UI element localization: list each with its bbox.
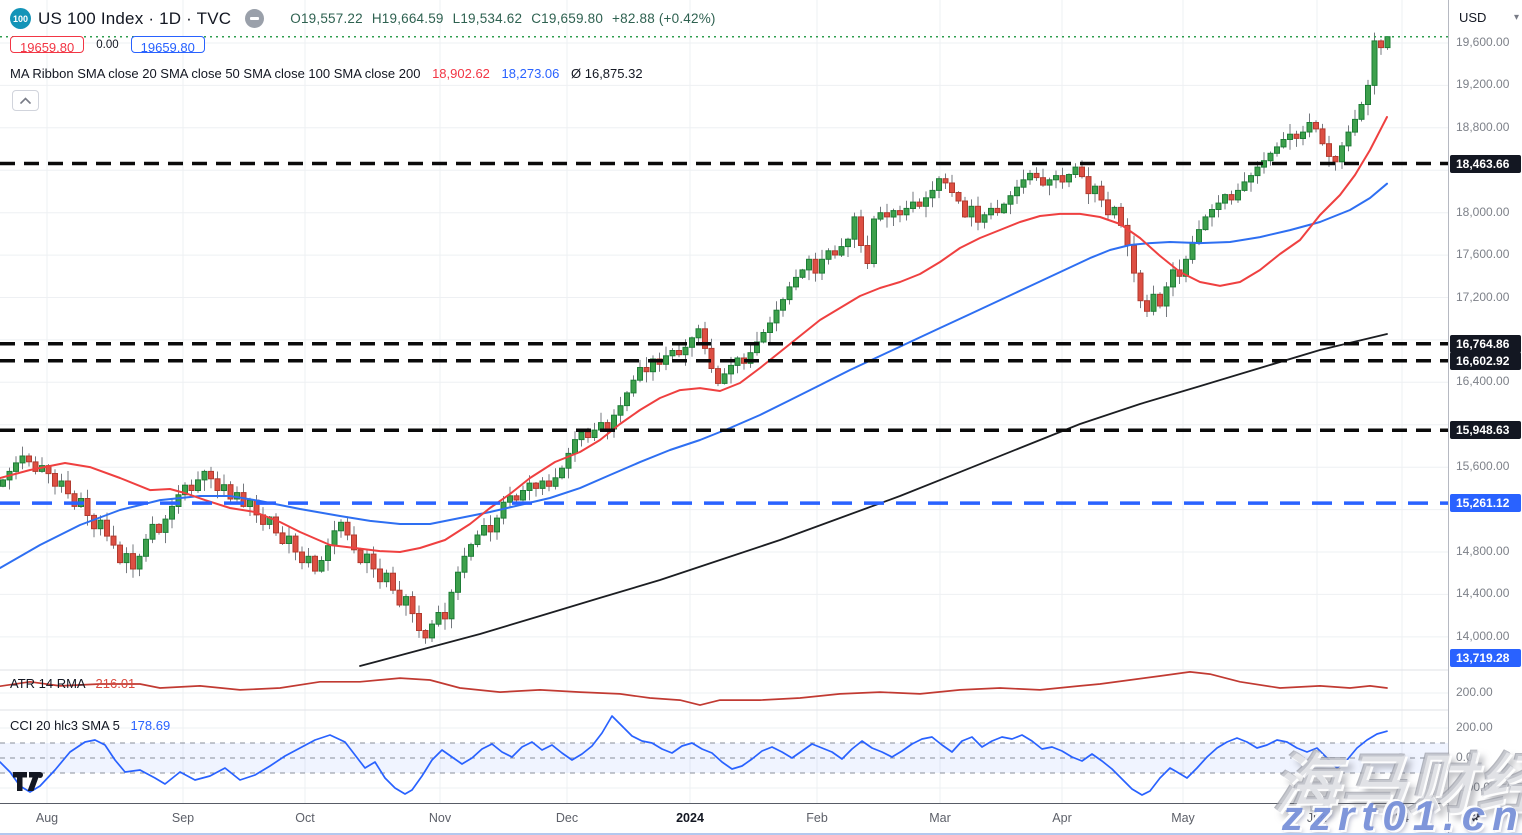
time-axis-label: Mar xyxy=(929,811,951,825)
ma-ribbon-avg-value: Ø 16,875.32 xyxy=(571,66,643,81)
price-level-badge: 15,948.63 xyxy=(1450,421,1521,440)
bottom-strip xyxy=(0,833,1522,835)
ohlc-close: C19,659.80 xyxy=(531,11,604,26)
ohlc-values: O19,557.22 H19,664.59 L19,534.62 C19,659.80… xyxy=(290,11,724,26)
time-axis-label: Feb xyxy=(806,811,828,825)
time-axis-label: May xyxy=(1171,811,1195,825)
buy-button[interactable]: 19659.80 xyxy=(130,36,205,55)
price-level-badge: 16,602.92 xyxy=(1450,351,1521,370)
spread-value: 0.00 xyxy=(96,38,119,51)
collapse-chip-icon[interactable] xyxy=(245,9,265,28)
price-level-badge: 18,463.66 xyxy=(1450,154,1521,173)
price-axis-label: 16,400.00 xyxy=(1456,374,1510,389)
symbol-logo-icon: 100 xyxy=(10,8,31,29)
price-axis-label: 19,200.00 xyxy=(1456,77,1510,92)
price-axis-label: 14,400.00 xyxy=(1456,586,1510,601)
indicator-axis-label: 200.00 xyxy=(1456,685,1493,699)
chevron-up-icon xyxy=(20,97,31,104)
price-level-badge: 16,764.86 xyxy=(1450,334,1521,353)
axis-settings-gear-icon[interactable]: ⚙ xyxy=(1466,806,1482,825)
ohlc-open: O19,557.22 xyxy=(290,11,363,26)
indicator-axis-label: 0.00 xyxy=(1456,750,1480,764)
cci-label: CCI 20 hlc3 SMA 5 xyxy=(10,718,120,733)
ma-ribbon-sma50-value: 18,273.06 xyxy=(501,66,560,81)
time-axis-label: Aug xyxy=(35,811,59,825)
cci-legend[interactable]: CCI 20 hlc3 SMA 5 178.69 xyxy=(10,718,170,733)
ohlc-high: H19,664.59 xyxy=(371,11,444,26)
indicator-axis-label: -200.00 xyxy=(1456,780,1497,794)
price-axis-label: 14,800.00 xyxy=(1456,544,1510,558)
ma-ribbon-label: MA Ribbon SMA close 20 SMA close 50 SMA … xyxy=(10,66,421,81)
collapse-legend-button[interactable] xyxy=(12,90,39,111)
price-axis[interactable]: USD ▾ 19,600.00 19,200.00 18,800.00 18,000.… xyxy=(1448,0,1522,835)
price-axis-label: 17,200.00 xyxy=(1456,289,1510,304)
atr-value: 216.01 xyxy=(95,676,136,691)
time-axis-label: Dec xyxy=(555,811,579,825)
ohlc-low: L19,534.62 xyxy=(452,11,523,26)
time-axis-label: 2024 xyxy=(676,811,704,825)
ohlc-change: +82.88 (+0.42%) xyxy=(612,11,716,26)
currency-label: USD xyxy=(1459,9,1487,25)
price-chart-canvas[interactable] xyxy=(0,0,1448,803)
indicator-axis-label: 200.00 xyxy=(1456,720,1493,734)
time-axis-label: Nov xyxy=(428,811,452,825)
tradingview-logo-icon[interactable] xyxy=(13,772,45,792)
cci-value: 178.69 xyxy=(130,718,171,733)
price-axis-label: 15,600.00 xyxy=(1456,459,1510,474)
time-axis-label: Apr xyxy=(1052,811,1072,825)
time-axis-label: Oct xyxy=(295,811,315,825)
buy-sell-widget: 19659.80 0.00 19659.80 xyxy=(10,36,205,55)
ma-ribbon-sma20-value: 18,902.62 xyxy=(432,66,490,81)
ma-ribbon-legend[interactable]: MA Ribbon SMA close 20 SMA close 50 SMA … xyxy=(10,66,643,81)
symbol-title[interactable]: US 100 Index · 1D · TVC xyxy=(38,8,232,28)
time-axis-label: Sep xyxy=(171,811,195,825)
price-axis-label: 19,600.00 xyxy=(1456,35,1510,49)
price-axis-label: 18,800.00 xyxy=(1456,119,1510,134)
time-axis[interactable]: Aug Sep Oct Nov Dec 2024 Feb Mar Apr May Jun 24 xyxy=(0,803,1522,835)
currency-selector[interactable]: USD ▾ xyxy=(1455,5,1522,29)
price-axis-label: 18,000.00 xyxy=(1456,204,1510,219)
atr-label: ATR 14 RMA xyxy=(10,676,85,691)
sell-button[interactable]: 19659.80 xyxy=(10,36,85,55)
time-axis-label: Jun xyxy=(1306,811,1328,825)
price-axis-label: 17,600.00 xyxy=(1456,247,1510,262)
price-axis-label: 14,000.00 xyxy=(1456,628,1510,643)
chevron-down-icon: ▾ xyxy=(1513,11,1519,23)
symbol-row: 100 US 100 Index · 1D · TVC O19,557.22 H1… xyxy=(10,8,725,29)
atr-legend[interactable]: ATR 14 RMA 216.01 xyxy=(10,676,135,691)
price-level-badge: 15,261.12 xyxy=(1450,494,1521,513)
time-axis-label: 24 xyxy=(1395,811,1409,825)
price-level-badge: 13,719.28 xyxy=(1450,649,1521,667)
